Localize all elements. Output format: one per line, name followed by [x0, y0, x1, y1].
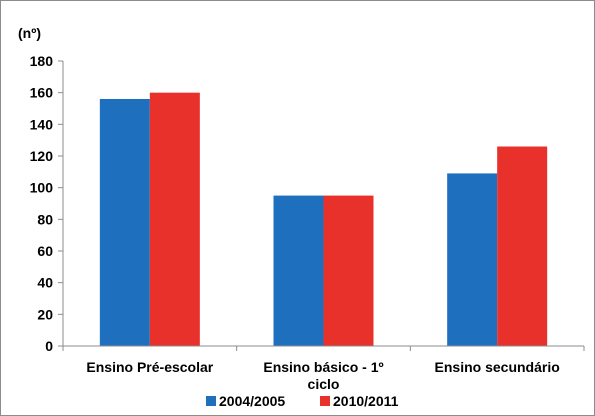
y-axis: 0 20 40 60 80 100 120 140 160 180 [30, 53, 64, 354]
bar [99, 99, 150, 346]
y-tick-label: 100 [30, 180, 54, 196]
x-category-label: ciclo [308, 376, 340, 392]
x-axis: Ensino Pré-escolar Ensino básico - 1ºcicl… [62, 345, 585, 392]
x-category-label: Ensino básico - 1º [263, 359, 383, 375]
y-tick-label: 180 [30, 53, 54, 69]
y-tick-label: 0 [45, 338, 53, 354]
x-category-label: Ensino secundário [435, 359, 560, 375]
legend-label: 2010/2011 [333, 393, 399, 409]
y-unit-label: (nº) [18, 25, 41, 41]
legend-swatch [320, 396, 330, 406]
bar [273, 195, 324, 346]
bar [447, 173, 498, 346]
bar [323, 195, 374, 346]
legend-label: 2004/2005 [219, 393, 285, 409]
y-tick-label: 60 [37, 243, 53, 259]
y-tick-label: 120 [30, 148, 54, 164]
bars [99, 92, 548, 347]
y-tick-label: 80 [37, 211, 53, 227]
legend: 2004/2005 2010/2011 [206, 393, 399, 409]
y-tick-label: 40 [37, 275, 53, 291]
x-category-label: Ensino Pré-escolar [86, 359, 213, 375]
bar [497, 146, 548, 346]
bar [149, 92, 200, 347]
y-tick-label: 20 [37, 306, 53, 322]
y-tick-label: 160 [30, 85, 54, 101]
legend-swatch [206, 396, 216, 406]
y-tick-label: 140 [30, 116, 54, 132]
